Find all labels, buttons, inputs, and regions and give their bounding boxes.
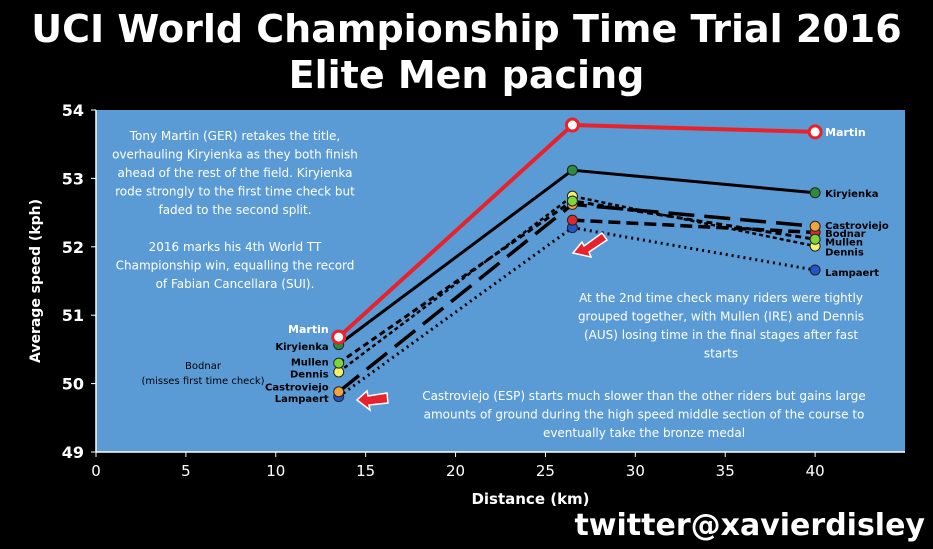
series-line-bodnar [572,218,816,235]
start-label-lampaert: Lampaert [275,394,329,405]
data-point-mullen [333,357,345,369]
bodnar-note-detail: (misses first time check) [141,376,264,387]
y-tick-label: 51 [62,306,84,325]
end-label-martin: Martin [825,126,866,139]
data-point-castroviejo [333,386,345,398]
arrow-icon-second-check [571,231,609,259]
annotation-martin-line: 2016 marks his 4th World TT [149,240,322,254]
series-line-dennis [337,194,816,373]
y-tick-label: 50 [62,375,84,394]
x-tick-label: 35 [716,462,735,480]
axes: 0 5 10 15 20 25 30 35 40 49 50 51 52 53 54 Distance (km… [28,101,905,508]
y-tick-label: 49 [62,443,84,462]
x-tick-label: 15 [356,462,375,480]
data-point-martin [807,124,823,140]
chart-title: UCI World Championship Time Trial 2016 E… [0,6,933,98]
annotation-castroviejo-line: Castroviejo (ESP) starts much slower tha… [422,389,866,403]
annotation-castroviejo-line: eventually take the bronze medal [543,426,745,440]
watermark: twitter@xavierdisley [574,508,925,543]
end-label-dennis: Dennis [825,248,864,259]
x-tick-label: 0 [91,462,101,480]
annotation-second-check-line: At the 2nd time check many riders were t… [579,291,863,305]
start-label-castroviejo: Castroviejo [265,382,329,393]
data-point-kiryienka [566,164,578,176]
series-markers [331,117,823,403]
x-tick-label: 30 [626,462,645,480]
annotation-martin-line: Tony Martin (GER) retakes the title, [129,129,341,143]
data-point-bodnar [566,214,578,226]
title-line-2: Elite Men pacing [288,53,645,97]
start-label-martin: Martin [288,323,329,336]
annotation-arrows [355,231,609,412]
x-axis-label: Distance (km) [471,490,589,508]
end-label-bodnar: Bodnar [825,229,866,240]
x-tick-label: 25 [536,462,555,480]
data-point-castroviejo [809,220,821,232]
annotation-second-check-line: starts [704,347,738,361]
annotation-martin-line: faded to the second split. [158,203,311,217]
data-point-martin [331,329,347,345]
annotation-martin-line: overhauling Kiryienka as they both finis… [112,148,358,162]
y-axis-label: Average speed (kph) [28,199,44,363]
annotation-second-check-line: grouped together, with Mullen (IRE) and … [578,310,864,324]
y-tick-label: 52 [62,238,84,257]
data-point-martin [564,117,580,133]
end-label-lampaert: Lampaert [825,268,879,279]
y-tick-label: 53 [62,169,84,188]
x-tick-label: 40 [806,462,825,480]
annotation-castroviejo-line: amounts of ground during the high speed … [424,408,865,422]
annotation-martin-line: ahead of the rest of the field. Kiryienk… [118,166,353,180]
end-label-castroviejo: Castroviejo [825,221,889,232]
y-tick-label: 54 [62,101,84,120]
end-label-kiryienka: Kiryienka [825,189,878,200]
data-point-mullen [566,195,578,207]
rider-labels: MartinKiryienkaCastroviejoBodnarMullenDe… [141,126,888,405]
x-tick-label: 5 [181,462,191,480]
annotations: Tony Martin (GER) retakes the title, over… [112,129,866,440]
title-line-1: UCI World Championship Time Trial 2016 [31,7,902,51]
data-point-lampaert [809,264,821,276]
end-label-mullen: Mullen [825,237,863,248]
x-tick-label: 20 [446,462,465,480]
bodnar-note-name: Bodnar [185,361,222,372]
annotation-martin-line: rode strongly to the first time check bu… [115,185,355,199]
x-tick-label: 10 [266,462,285,480]
annotation-martin-line: of Fabian Cancellara (SUI). [156,277,315,291]
annotation-martin-line: Championship win, equalling the record [116,259,355,273]
start-label-kiryienka: Kiryienka [275,342,328,353]
arrow-icon-castroviejo [355,389,389,412]
start-label-mullen: Mullen [291,358,329,369]
data-point-kiryienka [809,187,821,199]
start-label-dennis: Dennis [290,369,329,380]
data-point-mullen [809,233,821,245]
annotation-second-check-line: (AUS) losing time in the final stages af… [584,328,858,342]
